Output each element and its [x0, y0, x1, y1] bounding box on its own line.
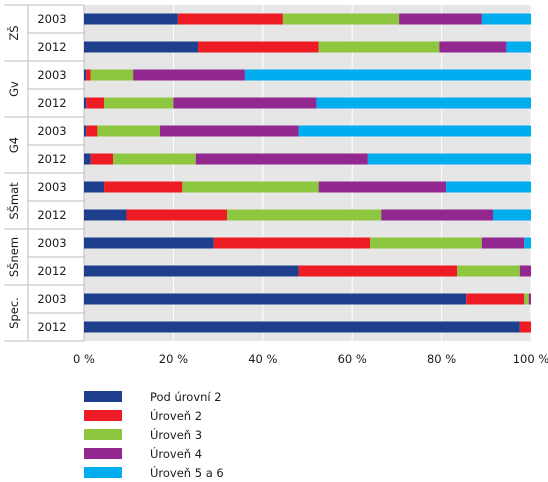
- legend-label: Úroveň 4: [150, 446, 202, 461]
- bar-segment: [493, 209, 531, 221]
- bar-segment: [381, 209, 494, 221]
- group-label: Gv: [7, 81, 21, 97]
- group-label: SŠmat: [6, 182, 21, 220]
- bar-segment: [84, 153, 91, 165]
- bar-segment: [84, 97, 87, 109]
- legend-swatch: [84, 467, 122, 478]
- bar-segment: [84, 293, 467, 305]
- bar-segment: [84, 209, 127, 221]
- bar-segment: [481, 13, 531, 25]
- bar-segment: [244, 69, 532, 81]
- x-tick-label: 0 %: [73, 352, 95, 366]
- year-label: 2003: [37, 12, 66, 26]
- year-label: 2003: [37, 180, 66, 194]
- bar-segment: [519, 321, 531, 333]
- x-tick-label: 100 %: [513, 352, 548, 366]
- bar-segment: [316, 97, 531, 109]
- bar-segment: [126, 209, 228, 221]
- bar-segment: [197, 41, 319, 53]
- year-label: 2012: [37, 96, 66, 110]
- bar-segment: [446, 181, 531, 193]
- legend-label: Úroveň 2: [150, 408, 202, 423]
- bar-segment: [318, 181, 447, 193]
- bar-segment: [506, 41, 531, 53]
- year-label: 2012: [37, 152, 66, 166]
- bar-segment: [213, 237, 371, 249]
- bar-segment: [97, 125, 160, 137]
- x-tick-label: 80 %: [427, 352, 456, 366]
- legend-swatch: [84, 429, 122, 440]
- bar-segment: [84, 181, 105, 193]
- bar-segment: [519, 265, 531, 277]
- bar-segment: [86, 125, 98, 137]
- bar-segment: [318, 41, 440, 53]
- bar-segment: [133, 69, 245, 81]
- bar-segment: [84, 69, 87, 81]
- bar-segment: [227, 209, 382, 221]
- bar-segment: [399, 13, 482, 25]
- plot-background: [84, 5, 531, 341]
- x-tick-label: 60 %: [338, 352, 367, 366]
- bar-segment: [367, 153, 531, 165]
- legend-label: Úroveň 5 a 6: [150, 465, 224, 478]
- bar-segment: [104, 97, 174, 109]
- bar-segment: [466, 293, 525, 305]
- bar-segment: [177, 13, 283, 25]
- bar-segment: [282, 13, 400, 25]
- group-label: Spec.: [7, 297, 21, 329]
- legend-label: Pod úrovní 2: [150, 390, 222, 404]
- year-label: 2012: [37, 208, 66, 222]
- year-label: 2003: [37, 124, 66, 138]
- legend-swatch: [84, 448, 122, 459]
- bar-segment: [113, 153, 196, 165]
- bar-segment: [524, 293, 529, 305]
- bar-segment: [298, 265, 458, 277]
- legend-swatch: [84, 410, 122, 421]
- year-label: 2003: [37, 236, 66, 250]
- bar-segment: [84, 13, 178, 25]
- group-label: SŠnem: [6, 237, 21, 277]
- year-label: 2012: [37, 40, 66, 54]
- bar-segment: [84, 125, 87, 137]
- bar-segment: [90, 69, 134, 81]
- group-label: ZŠ: [6, 25, 21, 40]
- bar-segment: [84, 321, 520, 333]
- bar-segment: [84, 41, 198, 53]
- year-label: 2003: [37, 68, 66, 82]
- bar-segment: [439, 41, 507, 53]
- bar-segment: [159, 125, 299, 137]
- bar-segment: [84, 265, 299, 277]
- x-tick-label: 20 %: [159, 352, 188, 366]
- x-tick-label: 40 %: [248, 352, 277, 366]
- bar-segment: [104, 181, 183, 193]
- bar-segment: [195, 153, 368, 165]
- bar-segment: [86, 69, 91, 81]
- bar-segment: [298, 125, 531, 137]
- bar-segment: [173, 97, 317, 109]
- bar-segment: [370, 237, 482, 249]
- legend-swatch: [84, 391, 122, 402]
- bar-segment: [524, 237, 531, 249]
- bar-segment: [86, 97, 105, 109]
- bar-segment: [90, 153, 114, 165]
- year-label: 2012: [37, 320, 66, 334]
- legend-label: Úroveň 3: [150, 427, 202, 442]
- bar-segment: [528, 293, 531, 305]
- year-label: 2003: [37, 292, 66, 306]
- bar-segment: [457, 265, 520, 277]
- bar-segment: [481, 237, 525, 249]
- group-label: G4: [7, 137, 21, 153]
- year-label: 2012: [37, 264, 66, 278]
- bar-segment: [84, 237, 214, 249]
- bar-segment: [182, 181, 319, 193]
